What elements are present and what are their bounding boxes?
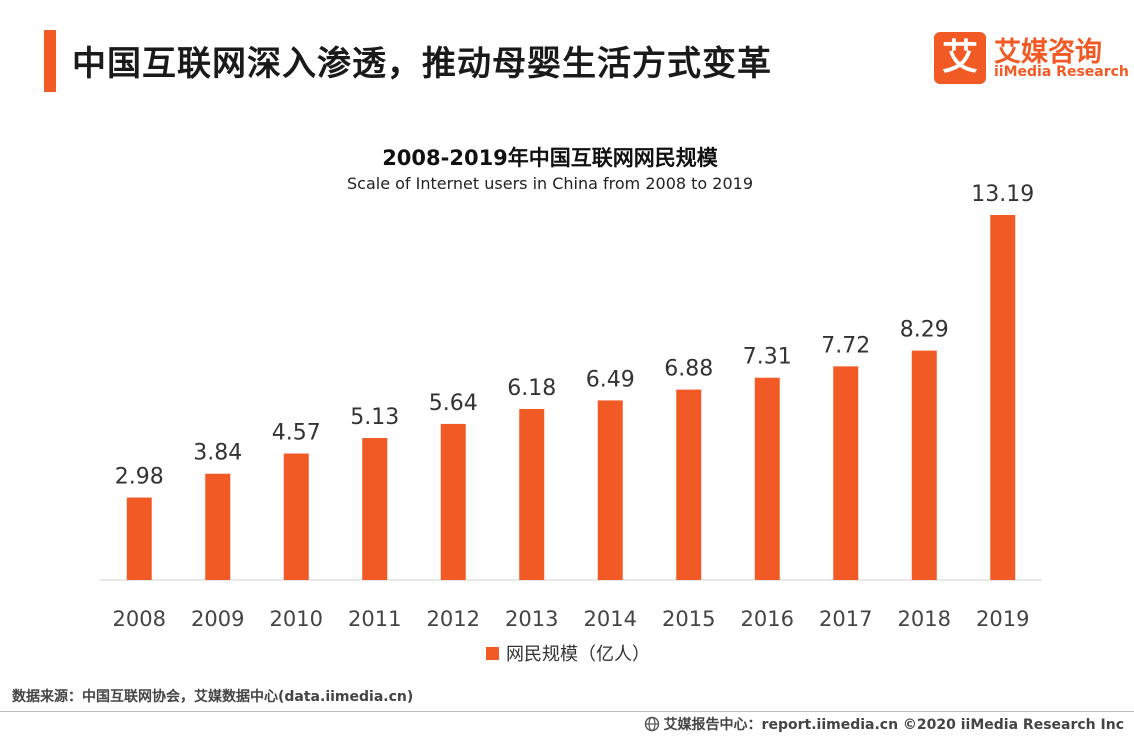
- data-label-2009: 3.84: [193, 441, 242, 466]
- bar-2010: [283, 453, 309, 580]
- data-label-2010: 4.57: [272, 421, 321, 446]
- bar-2011: [362, 438, 388, 580]
- logo-glyph: 艾: [941, 37, 978, 78]
- x-tick-2011: 2011: [348, 607, 401, 631]
- x-tick-2017: 2017: [819, 607, 872, 631]
- data-label-2008: 2.98: [115, 465, 164, 490]
- logo-box: [934, 32, 986, 84]
- data-label-2012: 5.64: [429, 391, 478, 416]
- chart-subtitle: Scale of Internet users in China from 20…: [346, 174, 754, 193]
- bar-2008: [126, 497, 152, 580]
- x-tick-2009: 2009: [191, 607, 244, 631]
- bar-2012: [440, 423, 466, 580]
- x-tick-2010: 2010: [270, 607, 323, 631]
- footer: 艾媒报告中心：report.iimedia.cn ©2020 iiMedia R…: [644, 714, 1124, 734]
- x-tick-2015: 2015: [662, 607, 715, 631]
- legend-label: 网民规模（亿人）: [506, 644, 650, 665]
- bar-2013: [519, 408, 545, 580]
- data-source: 数据来源：中国互联网协会，艾媒数据中心(data.iimedia.cn): [12, 689, 414, 705]
- logo-text-cn: 艾媒咨询: [994, 37, 1102, 68]
- data-label-2015: 6.88: [664, 357, 713, 382]
- chart-title: 2008-2019年中国互联网网民规模: [382, 146, 718, 170]
- bar-2009: [205, 473, 231, 580]
- bar-2019: [990, 215, 1016, 580]
- legend-swatch: [486, 647, 499, 660]
- data-label-2013: 6.18: [507, 376, 556, 401]
- x-tick-2016: 2016: [741, 607, 794, 631]
- bar-2018: [911, 350, 937, 580]
- x-tick-2019: 2019: [976, 607, 1029, 631]
- x-tick-2018: 2018: [898, 607, 951, 631]
- bar-2017: [833, 366, 859, 580]
- x-tick-2014: 2014: [584, 607, 637, 631]
- data-label-2017: 7.72: [821, 333, 870, 358]
- data-label-2018: 8.29: [900, 318, 949, 343]
- data-label-2011: 5.13: [350, 405, 399, 430]
- page-title: 中国互联网深入渗透，推动母婴生活方式变革: [72, 44, 772, 84]
- data-label-2014: 6.49: [586, 367, 635, 392]
- footer-report: 艾媒报告中心：report.iimedia.cn ©2020 iiMedia R…: [663, 717, 1124, 733]
- x-tick-2008: 2008: [113, 607, 166, 631]
- data-label-2016: 7.31: [743, 345, 792, 370]
- x-tick-2012: 2012: [427, 607, 480, 631]
- globe-icon: [644, 716, 660, 733]
- bar-2015: [676, 389, 702, 580]
- bar-2014: [597, 400, 623, 580]
- x-tick-2013: 2013: [505, 607, 558, 631]
- title-accent-bar: [44, 30, 56, 92]
- bar-2016: [754, 377, 780, 580]
- logo-text-en: iiMedia Research: [994, 64, 1129, 80]
- data-label-2019: 13.19: [971, 182, 1034, 207]
- iimedia-logo: 艾 艾媒咨询 iiMedia Research: [934, 32, 1129, 86]
- footer-divider: [0, 711, 1134, 712]
